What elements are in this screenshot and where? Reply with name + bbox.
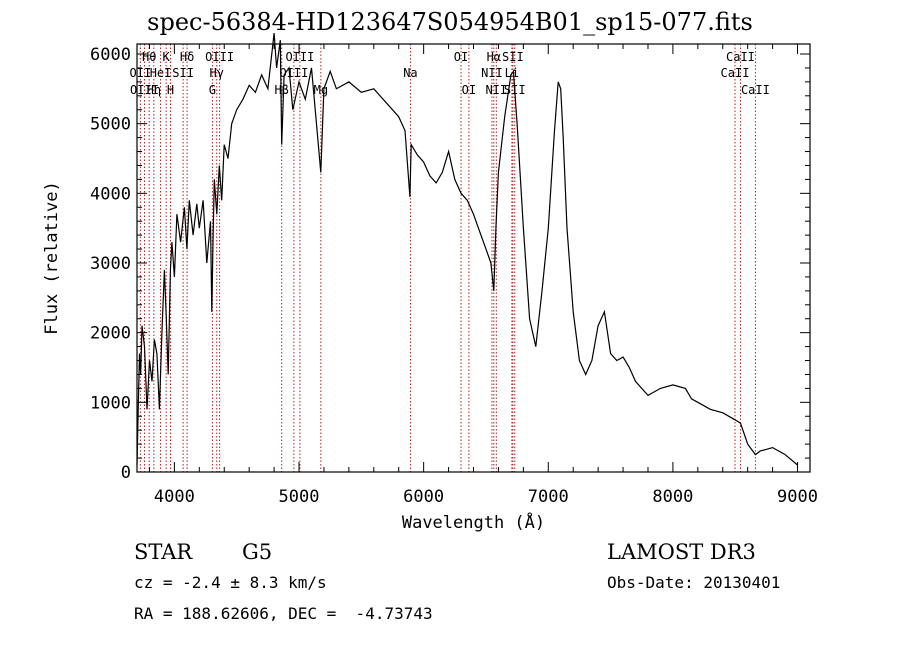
y-tick-label: 4000 (90, 184, 131, 204)
y-tick-label: 1000 (90, 393, 131, 413)
line-marker-label: CaII (741, 83, 770, 97)
x-axis-label: Wavelength (Å) (402, 511, 545, 533)
line-marker-label: CaII (726, 50, 755, 64)
line-marker-label: OI (454, 50, 468, 64)
line-marker-label: HeI (150, 66, 172, 80)
x-tick-label: 7000 (528, 487, 569, 507)
line-marker-label: Mg (314, 83, 328, 97)
redshift-value: cz = -2.4 ± 8.3 km/s (134, 573, 327, 592)
y-tick-label: 2000 (90, 324, 131, 344)
x-tick-label: 6000 (403, 487, 444, 507)
line-marker-label: Hβ (274, 83, 288, 97)
y-tick-label: 0 (121, 463, 131, 483)
line-marker-label: NII (485, 83, 507, 97)
line-marker-label: OIII (285, 50, 314, 64)
x-tick-label: 4000 (154, 487, 195, 507)
line-marker-label: Hα (487, 50, 501, 64)
object-type: STAR (134, 540, 193, 564)
line-marker-label: Hγ (210, 66, 224, 80)
spectrum-line (136, 33, 798, 466)
line-marker-label: OIII (205, 50, 234, 64)
line-marker-label: SII (172, 66, 194, 80)
chart-title: spec-56384-HD123647S054954B01_sp15-077.f… (147, 8, 753, 36)
x-axis: 4000 5000 6000 7000 8000 9000 (148, 44, 818, 507)
line-marker-label: G (209, 83, 216, 97)
line-marker-label: OIII (279, 66, 308, 80)
object-class: G5 (242, 540, 273, 564)
line-marker-label: H (167, 83, 174, 97)
line-marker-label: NII (481, 66, 503, 80)
line-marker-label: OII (130, 66, 152, 80)
x-tick-label: 5000 (279, 487, 320, 507)
line-marker-label: Hη (147, 83, 161, 97)
line-marker-label: Hδ (180, 50, 194, 64)
line-marker-label: SII (502, 50, 524, 64)
line-marker-label: K (163, 50, 171, 64)
line-marker-label: OI (462, 83, 476, 97)
x-tick-label: 9000 (777, 487, 818, 507)
sky-coordinates: RA = 188.62606, DEC = -4.73743 (134, 604, 433, 623)
y-tick-label: 3000 (90, 254, 131, 274)
y-axis: 0 1000 2000 3000 4000 5000 6000 (90, 45, 810, 483)
y-tick-label: 5000 (90, 115, 131, 135)
y-tick-label: 6000 (90, 45, 131, 65)
survey-name: LAMOST DR3 (607, 540, 756, 564)
line-marker-label: CaII (721, 66, 750, 80)
y-axis-label: Flux (relative) (42, 181, 62, 335)
line-marker-label: Na (403, 66, 417, 80)
observation-date: Obs-Date: 20130401 (607, 573, 781, 592)
x-tick-label: 8000 (652, 487, 693, 507)
